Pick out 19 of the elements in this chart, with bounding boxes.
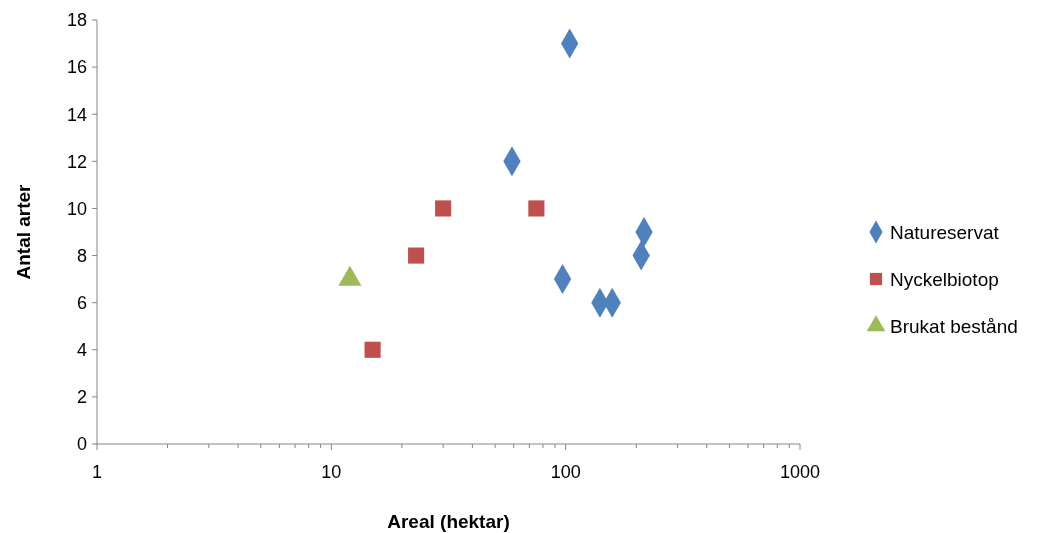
y-tick-label: 2 — [76, 387, 87, 408]
x-axis-title: Areal (hektar) — [387, 511, 510, 532]
x-tick-label: 1000 — [779, 462, 821, 482]
y-tick-label: 14 — [66, 104, 87, 125]
y-tick-label: 4 — [76, 340, 87, 361]
y-tick-label: 12 — [66, 151, 87, 172]
y-tick-label: 0 — [76, 434, 87, 455]
y-tick-label: 10 — [66, 198, 87, 219]
x-tick-label: 10 — [321, 462, 342, 482]
y-tick-label: 16 — [66, 57, 87, 78]
y-tick-label: 8 — [76, 245, 87, 266]
y-tick-label: 18 — [66, 10, 87, 31]
legend-label: Nyckelbiotop — [890, 268, 999, 290]
x-tick-label: 1 — [91, 462, 103, 482]
legend-label: Brukat bestånd — [890, 315, 1018, 337]
y-tick-label: 6 — [76, 292, 87, 313]
y-axis-title: Antal arter — [13, 183, 34, 280]
x-tick-label: 100 — [550, 462, 581, 482]
legend-label: Natureservat — [890, 221, 1000, 243]
